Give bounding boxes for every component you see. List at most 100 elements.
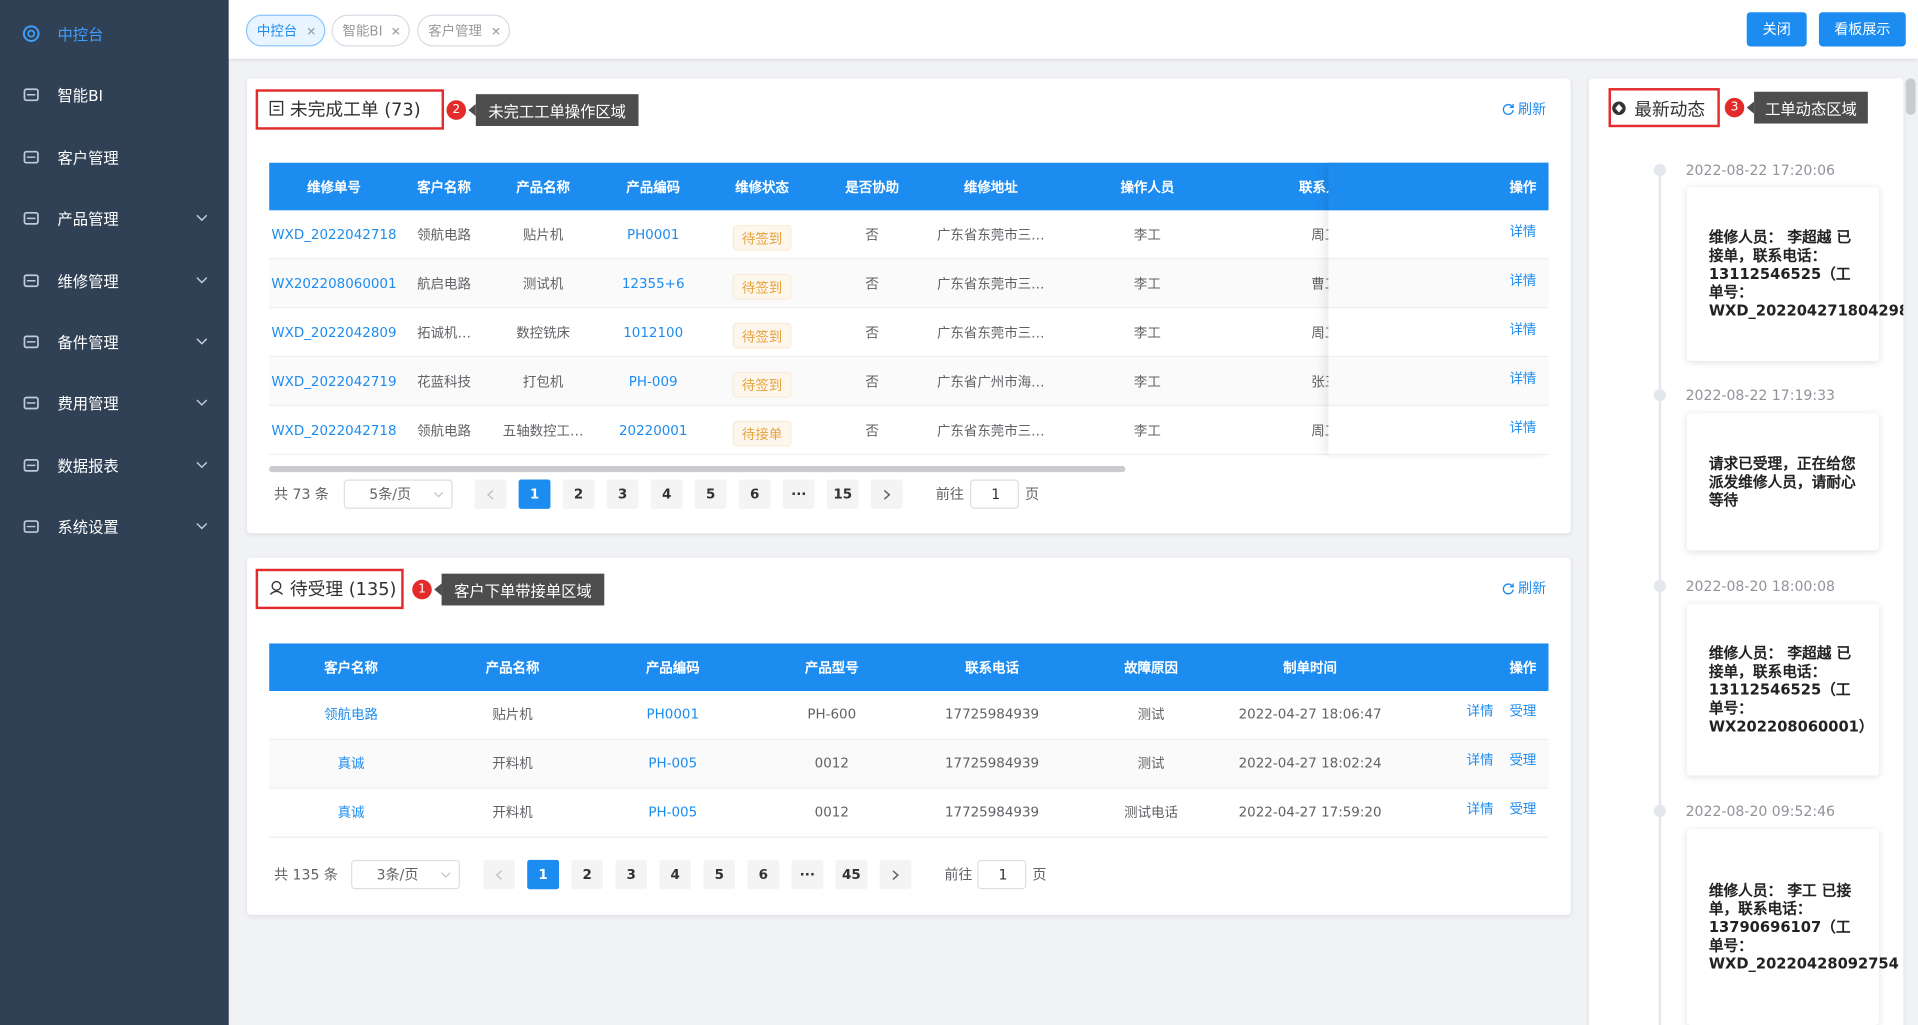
title-icon [1611, 100, 1627, 116]
tab[interactable]: 中控台 [245, 14, 326, 47]
page-number[interactable]: ··· [791, 486, 807, 503]
detail-link[interactable]: 详情 [1509, 370, 1537, 387]
menu-item[interactable]: 维修管理 [57, 271, 119, 291]
page-button[interactable]: 15 [826, 479, 859, 509]
page-number[interactable]: 4 [670, 866, 680, 883]
page-number[interactable]: 6 [750, 486, 760, 503]
next-page[interactable] [870, 479, 903, 509]
page-size[interactable]: 3条/页 [376, 865, 419, 884]
detail-link[interactable]: 详情 [1509, 223, 1537, 240]
menu-item[interactable]: 备件管理 [57, 333, 119, 352]
page-button[interactable]: 3 [615, 859, 648, 890]
menu-item[interactable]: 系统设置 [57, 518, 119, 537]
page-number[interactable]: 5 [714, 866, 724, 883]
order-link[interactable]: WXD_2022042718 [271, 422, 397, 439]
menu-item[interactable]: 客户管理 [57, 148, 119, 167]
page-size[interactable]: 5条/页 [369, 485, 412, 503]
order-link[interactable]: WXD_2022042719 [271, 373, 397, 390]
menu-item[interactable]: 产品管理 [57, 209, 119, 229]
page-button[interactable]: ··· [782, 479, 815, 509]
page-number[interactable]: 3 [626, 866, 636, 883]
menu-item[interactable]: 数据报表 [57, 456, 119, 475]
accept-link[interactable]: 受理 [1509, 801, 1537, 818]
page-button[interactable]: ··· [791, 859, 824, 890]
page-button[interactable]: 2 [571, 859, 604, 890]
goto-value[interactable]: 1 [991, 485, 1001, 503]
prev-page[interactable] [474, 479, 507, 509]
page-button[interactable]: 5 [703, 859, 736, 890]
tab[interactable]: 客户管理 [417, 14, 511, 47]
timeline-dot [1653, 579, 1667, 593]
goto-value[interactable]: 1 [998, 865, 1008, 884]
table-cell: 李工 [1133, 374, 1161, 391]
detail-link[interactable]: 详情 [1509, 272, 1537, 289]
page-button[interactable]: 3 [606, 479, 639, 509]
page-size-select[interactable]: 3条/页 [351, 859, 460, 890]
table-cell: PH-600 [807, 706, 857, 723]
detail-link[interactable]: 详情 [1509, 419, 1537, 436]
page-number[interactable]: 45 [841, 866, 861, 883]
page-number[interactable]: 2 [582, 866, 592, 883]
button-label[interactable]: 关闭 [1762, 20, 1791, 38]
page-number[interactable]: 6 [758, 866, 768, 883]
refresh-link[interactable]: 刷新 [1518, 100, 1547, 118]
table-cell: PH0001 [646, 706, 700, 723]
page-number[interactable]: 15 [833, 486, 853, 503]
page-button[interactable]: 6 [747, 859, 780, 890]
menu-chevron-svg [196, 461, 208, 469]
page-number[interactable]: 4 [661, 486, 672, 503]
order-link[interactable]: WXD_2022042718 [271, 226, 397, 243]
detail-link[interactable]: 详情 [1509, 321, 1537, 338]
menu-item[interactable]: 费用管理 [57, 394, 119, 414]
status-text: 待签到 [741, 231, 783, 248]
page-button[interactable]: 6 [738, 479, 771, 509]
page-button[interactable]: 1 [527, 859, 560, 890]
customer-link[interactable]: 真诚 [337, 804, 365, 821]
page-number[interactable]: 3 [617, 486, 628, 503]
tab-label[interactable]: 中控台 [256, 23, 298, 40]
tab-close-svg [492, 27, 500, 35]
detail-link[interactable]: 详情 [1466, 801, 1494, 818]
accept-link[interactable]: 受理 [1509, 752, 1537, 769]
tab-label[interactable]: 客户管理 [428, 23, 482, 40]
refresh-link[interactable]: 刷新 [1518, 579, 1547, 597]
page-number[interactable]: 1 [529, 486, 540, 503]
page-button[interactable]: 5 [694, 479, 727, 509]
page-button[interactable]: 4 [659, 859, 692, 890]
customer-link[interactable]: 真诚 [337, 755, 365, 772]
tab-label[interactable]: 智能BI [342, 23, 383, 40]
page-size-select[interactable]: 5条/页 [343, 479, 453, 509]
button[interactable]: 关闭 [1746, 12, 1807, 47]
table-header [269, 643, 1549, 692]
order-link[interactable]: WX202208060001 [271, 275, 397, 292]
page-button[interactable]: 4 [650, 479, 683, 509]
fixed-cell [1328, 308, 1549, 358]
page-button[interactable]: 2 [562, 479, 595, 509]
menu-item[interactable]: 中控台 [57, 25, 104, 44]
table-cell: PH-005 [648, 804, 698, 821]
menu-item[interactable]: 智能BI [57, 86, 104, 106]
page-number[interactable]: 5 [706, 486, 716, 503]
status-text: 待签到 [741, 377, 783, 394]
page-button[interactable]: 1 [518, 479, 551, 509]
button[interactable]: 看板展示 [1818, 12, 1906, 47]
timeline-time: 2022-08-20 18:00:08 [1685, 577, 1835, 595]
tab[interactable]: 智能BI [331, 14, 410, 47]
order-link[interactable]: WXD_2022042809 [271, 324, 397, 341]
next-page[interactable] [879, 859, 912, 890]
goto-input[interactable]: 1 [977, 859, 1027, 890]
page-number[interactable]: 1 [538, 866, 548, 883]
detail-link[interactable]: 详情 [1466, 703, 1494, 720]
title-icon [269, 100, 284, 116]
accept-link[interactable]: 受理 [1509, 703, 1537, 720]
annotation-badge: 1 [412, 579, 432, 599]
page-number[interactable]: 2 [573, 486, 584, 503]
page-button[interactable]: 45 [835, 859, 868, 890]
button-label[interactable]: 看板展示 [1834, 20, 1891, 38]
page-number[interactable]: ··· [799, 866, 815, 883]
detail-link[interactable]: 详情 [1466, 752, 1494, 769]
prev-page[interactable] [483, 859, 515, 890]
goto-input[interactable]: 1 [970, 479, 1019, 509]
customer-link[interactable]: 领航电路 [324, 706, 378, 723]
annotation-pointer-svg [434, 582, 442, 596]
